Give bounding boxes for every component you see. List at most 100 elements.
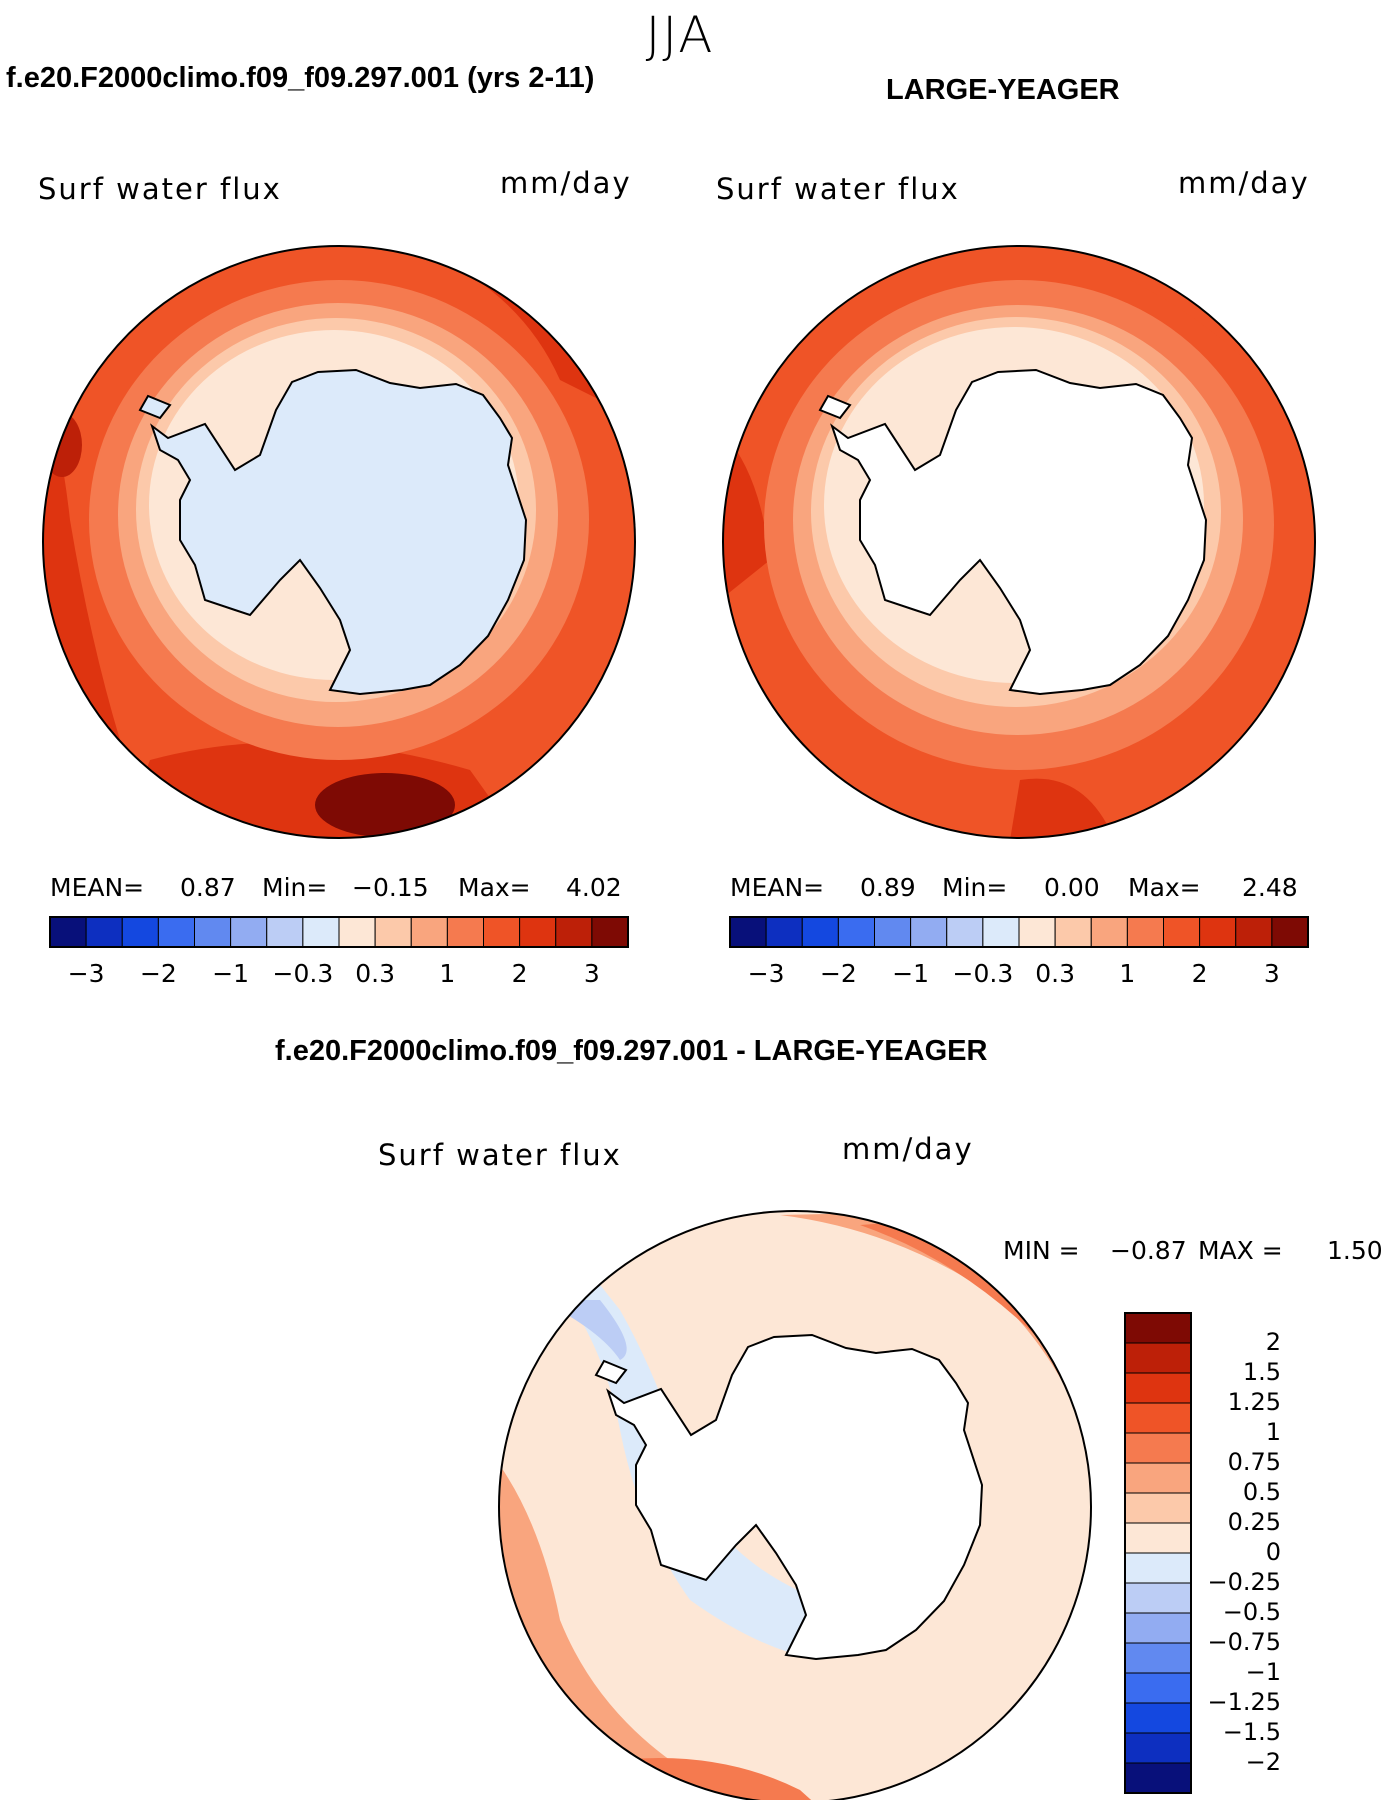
- colorbar-panel1-swatch-1: [85, 916, 123, 948]
- panel3-units-label: mm/day: [842, 1132, 974, 1166]
- colorbar-panel1-tick-label: −0.3: [272, 959, 334, 988]
- colorbar-panel1-tick-label: 0.3: [355, 959, 396, 988]
- panel2-mean-value: 0.89: [860, 873, 916, 902]
- map2-red-s: [1010, 778, 1110, 838]
- map1-dark-red-s: [315, 773, 455, 837]
- colorbar-panel2-tick-label: 2: [1191, 959, 1208, 988]
- colorbar-panel2-swatch-10: [1090, 916, 1128, 948]
- panel3-max-value: 1.50: [1327, 1236, 1383, 1265]
- panel2-variable-label: Surf water flux: [716, 172, 960, 206]
- map3-light-blue-nw: [500, 1211, 560, 1290]
- panel2-units-label: mm/day: [1178, 166, 1310, 200]
- colorbar-panel2-frame: [729, 916, 1309, 948]
- panel1-mean-label: MEAN=: [50, 873, 145, 902]
- colorbar-diff-tick-label: 0: [1265, 1538, 1281, 1566]
- map2-antarctica: [830, 368, 1208, 696]
- colorbar-panel2: [729, 916, 1309, 948]
- colorbar-diff-tick-label: −2: [1245, 1748, 1281, 1776]
- map2-field: [723, 246, 1315, 838]
- panel1-max-value: 4.02: [566, 873, 622, 902]
- panel2-max-label: Max=: [1128, 873, 1201, 902]
- colorbar-diff-tick-label: 0.75: [1227, 1448, 1281, 1476]
- panel1-case-title: f.e20.F2000climo.f09_f09.297.001 (yrs 2-…: [6, 62, 595, 94]
- panel3-min-value: −0.87: [1110, 1236, 1187, 1265]
- colorbar-panel1-swatch-11: [446, 916, 484, 948]
- colorbar-panel1-swatch-5: [230, 916, 268, 948]
- colorbar-panel2-swatch-2: [801, 916, 839, 948]
- map1-deep-red-w: [43, 413, 82, 477]
- colorbar-panel1-swatch-9: [374, 916, 412, 948]
- map1-border: [42, 245, 636, 839]
- panel2-min-value: 0.00: [1044, 873, 1100, 902]
- colorbar-panel2-tick-label: 1: [1119, 959, 1136, 988]
- colorbar-diff-tick-label: −1.25: [1207, 1688, 1281, 1716]
- panel1-variable-label: Surf water flux: [38, 172, 282, 206]
- colorbar-panel2-swatch-13: [1199, 916, 1237, 948]
- colorbar-panel1-swatch-3: [157, 916, 195, 948]
- colorbar-panel1-swatch-14: [555, 916, 593, 948]
- colorbar-diff-tick-label: 0.25: [1227, 1508, 1281, 1536]
- map1-antarctica: [150, 368, 528, 696]
- colorbar-panel2-tick-label: −2: [819, 959, 857, 988]
- colorbar-panel1: [49, 916, 629, 948]
- panel1-units-label: mm/day: [500, 166, 632, 200]
- panel3-min-label: MIN =: [1003, 1236, 1080, 1265]
- colorbar-diff-swatch-0: [1124, 1312, 1192, 1344]
- colorbar-diff-tick-label: 0.5: [1242, 1478, 1281, 1506]
- colorbar-panel1-swatch-15: [591, 916, 629, 948]
- panel2-case-title: LARGE-YEAGER: [886, 74, 1120, 106]
- colorbar-panel2-swatch-12: [1163, 916, 1201, 948]
- panel1-mean-value: 0.87: [180, 873, 236, 902]
- panel1-min-label: Min=: [262, 873, 328, 902]
- map3-light-blue-patch: [540, 1300, 627, 1360]
- panel3-variable-label: Surf water flux: [378, 1138, 622, 1172]
- colorbar-panel1-swatch-7: [302, 916, 340, 948]
- map3-field: [499, 1211, 1091, 1800]
- map1-field: [43, 246, 635, 838]
- colorbar-diff-swatch-3: [1124, 1402, 1192, 1434]
- colorbar-diff-frame: [1124, 1312, 1192, 1794]
- colorbar-panel1-tick-label: −1: [212, 959, 250, 988]
- colorbar-diff-tick-label: −0.25: [1207, 1568, 1281, 1596]
- colorbar-panel2-swatch-15: [1271, 916, 1309, 948]
- colorbar-diff-swatch-14: [1124, 1732, 1192, 1764]
- colorbar-diff-tick-label: 2: [1265, 1328, 1281, 1356]
- colorbar-panel1-swatch-6: [266, 916, 304, 948]
- colorbar-panel2-swatch-7: [982, 916, 1020, 948]
- colorbar-diff-swatch-12: [1124, 1672, 1192, 1704]
- colorbar-panel1-swatch-12: [483, 916, 521, 948]
- colorbar-diff-swatch-1: [1124, 1342, 1192, 1374]
- colorbar-panel1-swatch-10: [410, 916, 448, 948]
- colorbar-panel1-swatch-0: [49, 916, 87, 948]
- colorbar-panel2-swatch-4: [874, 916, 912, 948]
- map1-peninsula: [138, 394, 172, 420]
- season-title: JJA: [645, 6, 715, 64]
- colorbar-diff-swatch-9: [1124, 1582, 1192, 1614]
- colorbar-panel1-swatch-2: [121, 916, 159, 948]
- colorbar-panel2-swatch-0: [729, 916, 767, 948]
- map3-border: [498, 1210, 1092, 1800]
- colorbar-panel2-swatch-5: [910, 916, 948, 948]
- colorbar-diff-swatch-2: [1124, 1372, 1192, 1404]
- colorbar-diff-tick-label: 1.25: [1227, 1388, 1281, 1416]
- panel3-max-label: MAX =: [1198, 1236, 1283, 1265]
- colorbar-panel2-swatch-6: [946, 916, 984, 948]
- colorbar-panel1-tick-label: 2: [511, 959, 528, 988]
- colorbar-panel2-swatch-9: [1054, 916, 1092, 948]
- colorbar-diff-swatch-7: [1124, 1522, 1192, 1554]
- panel2-max-value: 2.48: [1242, 873, 1298, 902]
- colorbar-panel1-frame: [49, 916, 629, 948]
- colorbar-diff-swatch-13: [1124, 1702, 1192, 1734]
- panel1-min-value: −0.15: [352, 873, 429, 902]
- colorbar-panel2-swatch-11: [1126, 916, 1164, 948]
- colorbar-panel1-swatch-13: [519, 916, 557, 948]
- colorbar-diff-swatch-10: [1124, 1612, 1192, 1644]
- colorbar-panel1-tick-label: −3: [67, 959, 105, 988]
- panel3-case-title: f.e20.F2000climo.f09_f09.297.001 - LARGE…: [275, 1035, 988, 1067]
- colorbar-panel1-tick-label: −2: [139, 959, 177, 988]
- colorbar-panel1-swatch-4: [194, 916, 232, 948]
- colorbar-diff-tick-label: −0.75: [1207, 1628, 1281, 1656]
- colorbar-diff-swatch-6: [1124, 1492, 1192, 1524]
- colorbar-panel2-swatch-14: [1235, 916, 1273, 948]
